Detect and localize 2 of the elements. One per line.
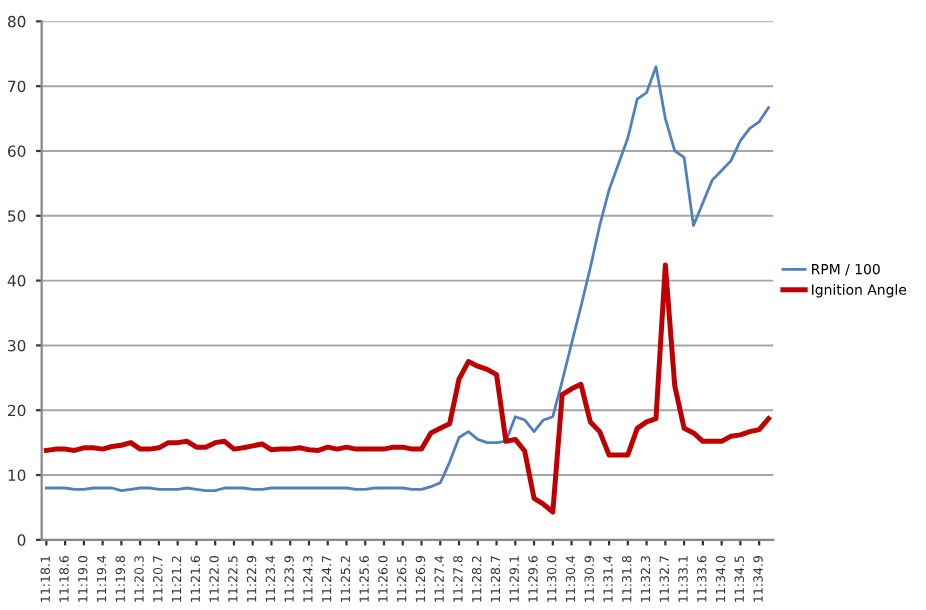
line-series	[43, 262, 772, 515]
line-series	[44, 65, 770, 492]
